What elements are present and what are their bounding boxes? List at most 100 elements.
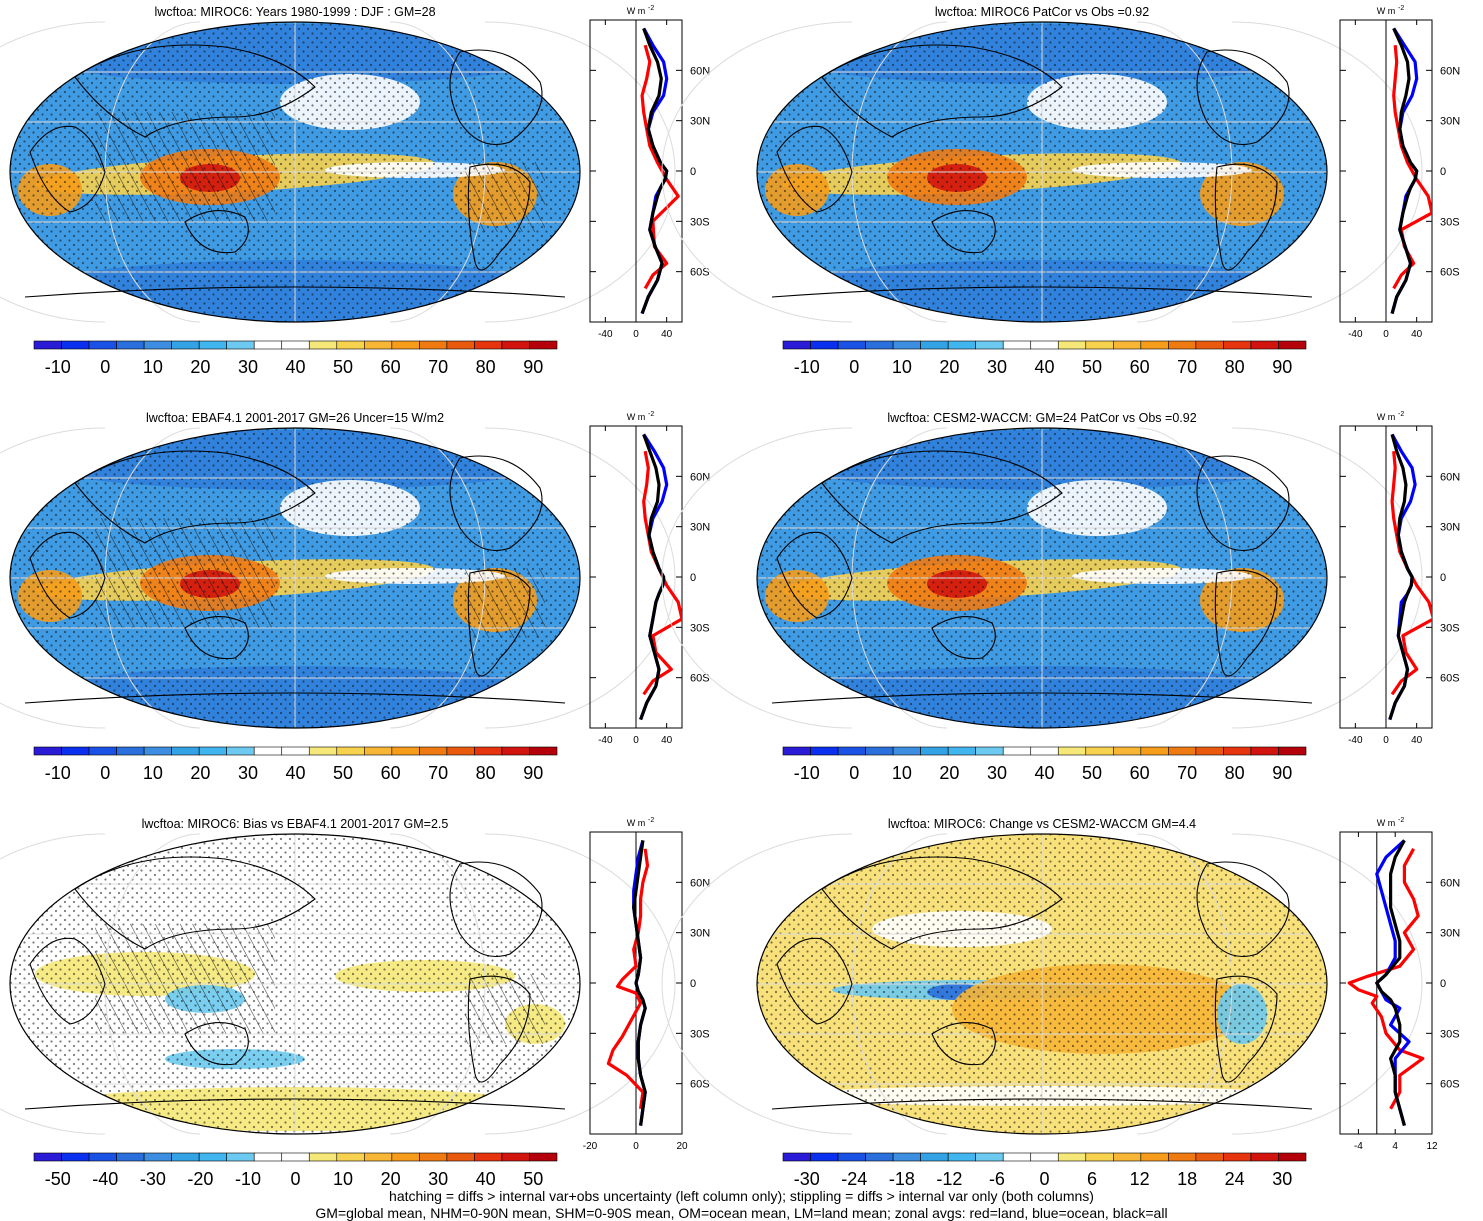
colorbar-swatch bbox=[61, 1152, 90, 1162]
colorbar-swatch bbox=[116, 340, 145, 350]
colorbar-tick-label: 80 bbox=[476, 357, 496, 377]
colorbar-tick-label: 20 bbox=[939, 357, 959, 377]
hatching-overlay bbox=[95, 924, 275, 1034]
profile-lat-label: 60N bbox=[690, 65, 710, 77]
colorbar-tick-label: 70 bbox=[1177, 763, 1197, 783]
colorbar-tick-label: -10 bbox=[45, 763, 71, 783]
colorbar-swatch bbox=[336, 1152, 365, 1162]
colorbar-tick-label: 90 bbox=[523, 763, 543, 783]
profile-x-tick-label: 4 bbox=[1392, 1141, 1398, 1152]
colorbar-swatch bbox=[947, 1152, 976, 1162]
colorbar-tick-label: 90 bbox=[1272, 357, 1292, 377]
map-border bbox=[9, 833, 581, 1135]
colorbar-swatch bbox=[198, 340, 227, 350]
colorbar-tick-label: 80 bbox=[1225, 763, 1245, 783]
profile-lat-label: 30S bbox=[690, 216, 710, 228]
longitude-gridline bbox=[389, 833, 486, 1135]
colorbar-swatch bbox=[1085, 1152, 1114, 1162]
colorbar-tick-label: 80 bbox=[476, 763, 496, 783]
colorbar-tick-label: 30 bbox=[1272, 1169, 1292, 1189]
longitude-gridline bbox=[1136, 427, 1233, 729]
profile-x-tick-label: -40 bbox=[598, 735, 613, 746]
map-title: lwcftoa: MIROC6 PatCor vs Obs =0.92 bbox=[935, 5, 1149, 19]
colorbar-swatch bbox=[171, 746, 200, 756]
australia-coastline bbox=[184, 616, 249, 660]
colorbar-swatch bbox=[1057, 1152, 1087, 1162]
colorbar-swatch bbox=[198, 746, 227, 756]
profile-x-tick-label: 12 bbox=[1426, 1141, 1438, 1152]
colorbar-swatch bbox=[1030, 1152, 1059, 1162]
colorbar-swatch bbox=[892, 340, 921, 350]
colorbar-tick-label: 30 bbox=[238, 357, 258, 377]
longitude-gridline bbox=[1231, 21, 1423, 323]
colorbar: -30 -24 -18 -12 -6 0 6 12 18 24 30 bbox=[782, 1152, 1307, 1189]
hatching-overlay bbox=[465, 568, 545, 638]
colorbar-tick-label: 10 bbox=[143, 357, 163, 377]
colorbar-swatch bbox=[782, 746, 811, 756]
colorbar-swatch bbox=[1113, 1152, 1142, 1162]
colorbar-swatch bbox=[308, 340, 338, 350]
colorbar-swatch bbox=[1113, 746, 1142, 756]
colorbar-swatch bbox=[1223, 340, 1252, 350]
colorbar-swatch bbox=[865, 746, 894, 756]
profile-lat-label: 0 bbox=[1440, 978, 1446, 990]
colorbar-tick-label: 60 bbox=[381, 763, 401, 783]
profile-unit-label: W m bbox=[627, 818, 646, 828]
colorbar-swatch bbox=[226, 746, 255, 756]
south-america-coastline bbox=[467, 975, 531, 1083]
colorbar-swatch bbox=[391, 746, 420, 756]
colorbar-swatch bbox=[1140, 340, 1169, 350]
colorbar-tick-label: 0 bbox=[100, 763, 110, 783]
profile-x-tick-label: 20 bbox=[676, 1141, 688, 1152]
profile-lat-label: 60S bbox=[690, 267, 710, 279]
colorbar-swatch bbox=[116, 1152, 145, 1162]
antarctica-coastline bbox=[24, 692, 566, 704]
profile-line-all bbox=[1390, 27, 1419, 315]
profile-x-tick-label: 0 bbox=[633, 1141, 639, 1152]
colorbar: -10 0 10 20 30 40 50 60 70 80 90 bbox=[33, 340, 558, 377]
colorbar-swatch bbox=[810, 746, 839, 756]
colorbar-swatch bbox=[33, 340, 62, 350]
map-title: lwcftoa: MIROC6: Bias vs EBAF4.1 2001-20… bbox=[142, 817, 449, 831]
colorbar-swatch bbox=[61, 340, 90, 350]
colorbar-swatch bbox=[1278, 340, 1307, 350]
colorbar-tick-label: -30 bbox=[794, 1169, 820, 1189]
longitude-gridline bbox=[0, 21, 106, 323]
colorbar-swatch bbox=[920, 746, 949, 756]
antarctica-coastline bbox=[771, 692, 1313, 704]
profile-x-tick-label: 0 bbox=[633, 735, 639, 746]
profile-unit-exponent: -2 bbox=[1398, 817, 1404, 824]
profile-lat-label: 30N bbox=[690, 522, 710, 534]
longitude-gridline bbox=[1231, 427, 1423, 729]
eurasia-coastline bbox=[74, 856, 316, 950]
colorbar-swatch bbox=[529, 746, 558, 756]
coastlines bbox=[24, 856, 566, 1110]
colorbar-swatch bbox=[920, 1152, 949, 1162]
colorbar-swatch bbox=[501, 340, 530, 350]
colorbar-swatch bbox=[1057, 340, 1087, 350]
profile-x-tick-label: 0 bbox=[1383, 735, 1389, 746]
north-america-coastline bbox=[449, 861, 543, 958]
profile-x-tick-label: 0 bbox=[633, 329, 639, 340]
colorbar-swatch bbox=[88, 340, 117, 350]
colorbar-tick-label: 40 bbox=[1034, 763, 1054, 783]
eurasia-coastline bbox=[821, 44, 1063, 138]
north-america-coastline bbox=[449, 49, 543, 146]
colorbar-swatch bbox=[474, 340, 503, 350]
colorbar-tick-label: 20 bbox=[381, 1169, 401, 1189]
colorbar-swatch bbox=[837, 1152, 866, 1162]
north-america-coastline bbox=[1196, 455, 1290, 552]
map-border bbox=[9, 21, 581, 323]
colorbar-tick-label: 30 bbox=[987, 763, 1007, 783]
colorbar-swatch bbox=[1195, 1152, 1224, 1162]
profile-unit-label: W m bbox=[627, 412, 646, 422]
profile-x-tick-label: 40 bbox=[1411, 735, 1423, 746]
coastlines bbox=[771, 450, 1313, 704]
panel-cesm2-waccm-climatology: lwcftoa: CESM2-WACCM: GM=24 PatCor vs Ob… bbox=[661, 411, 1460, 783]
antarctica-coastline bbox=[771, 1098, 1313, 1110]
colorbar-swatch bbox=[308, 1152, 338, 1162]
coastlines bbox=[24, 44, 566, 298]
colorbar-swatch bbox=[1057, 746, 1087, 756]
colorbar-swatch bbox=[1030, 746, 1059, 756]
colorbar-tick-label: -20 bbox=[187, 1169, 213, 1189]
